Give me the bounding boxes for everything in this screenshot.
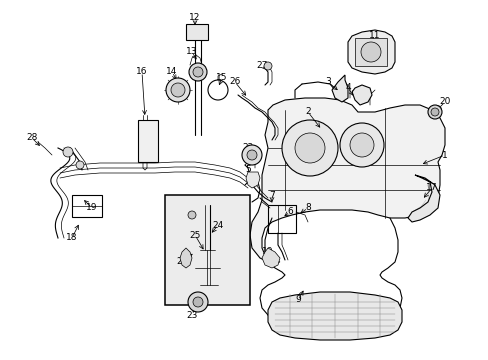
Circle shape [187,292,207,312]
Text: 22: 22 [242,144,253,153]
Text: 3: 3 [325,77,330,86]
Polygon shape [245,172,260,188]
Text: 12: 12 [189,13,200,22]
Text: 5: 5 [244,166,250,175]
Circle shape [264,62,271,70]
Circle shape [294,133,325,163]
Circle shape [339,123,383,167]
Text: 21: 21 [176,257,187,266]
Text: 1: 1 [441,150,447,159]
Polygon shape [351,85,371,105]
Text: 20: 20 [438,98,450,107]
Text: 8: 8 [305,203,310,212]
Polygon shape [267,292,401,340]
Circle shape [430,108,438,116]
Text: 27: 27 [256,60,267,69]
Text: 15: 15 [216,73,227,82]
Circle shape [360,42,380,62]
Bar [72,195,102,217]
Bar [354,38,386,66]
Circle shape [427,105,441,119]
Circle shape [246,150,257,160]
Bar [267,205,295,233]
Bar [138,120,158,162]
Polygon shape [262,248,280,268]
Text: 26: 26 [229,77,240,86]
Text: 13: 13 [186,48,197,57]
Circle shape [76,161,84,169]
Text: 25: 25 [189,230,200,239]
Circle shape [193,67,203,77]
Text: 19: 19 [86,203,98,212]
Polygon shape [180,248,192,268]
Circle shape [165,78,190,102]
Circle shape [282,120,337,176]
Text: 9: 9 [295,296,300,305]
Text: 6: 6 [286,207,292,216]
Circle shape [242,145,262,165]
Circle shape [349,133,373,157]
Circle shape [189,63,206,81]
Polygon shape [249,98,444,262]
Text: 16: 16 [136,68,147,77]
Text: 7: 7 [268,190,274,199]
Bar [185,24,207,40]
Text: 24: 24 [212,220,223,230]
Text: 4: 4 [345,84,350,93]
Text: 10: 10 [262,248,273,256]
Text: 11: 11 [368,31,380,40]
Text: 14: 14 [166,68,177,77]
Text: 18: 18 [66,234,78,243]
Circle shape [193,297,203,307]
Circle shape [187,211,196,219]
Text: 23: 23 [186,310,197,320]
Polygon shape [347,30,394,74]
Polygon shape [331,75,347,102]
Text: 2: 2 [305,108,310,117]
Text: 17: 17 [426,184,437,193]
Circle shape [63,147,73,157]
Circle shape [171,83,184,97]
Polygon shape [407,175,439,222]
Text: 28: 28 [26,134,38,143]
Bar [164,195,249,305]
